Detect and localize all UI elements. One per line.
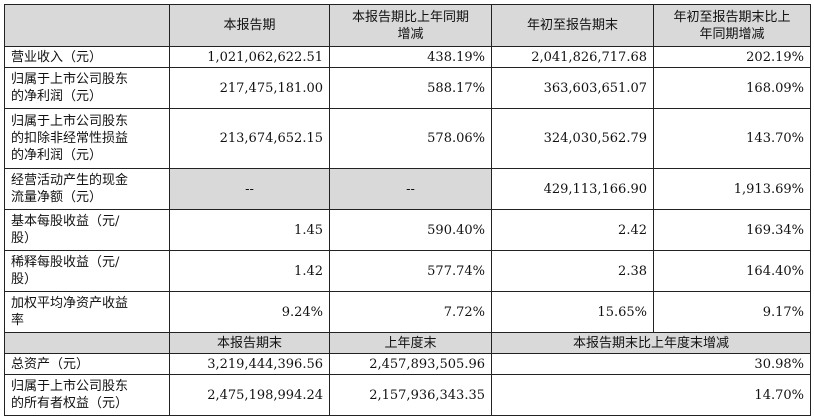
cell-change: 14.70%: [491, 374, 811, 416]
cell-ytd-yoy: 143.70%: [653, 108, 811, 169]
cell-current-period-yoy: 577.74%: [329, 250, 492, 292]
cell-current-period-yoy: --: [329, 168, 492, 210]
row-label-line: 归属于上市公司股东: [11, 379, 129, 394]
table-row: 营业收入（元） 1,021,062,622.51 438.19% 2,041,8…: [4, 46, 811, 68]
header-current-period-yoy: 本报告期比上年同期 增减: [329, 4, 492, 47]
table-row: 稀释每股收益（元/ 股） 1.42 577.74% 2.38 164.40%: [4, 250, 811, 292]
cell-ytd: 324,030,562.79: [491, 108, 654, 169]
row-label: 营业收入（元）: [4, 46, 170, 68]
subheader-row: 本报告期末 上年度末 本报告期末比上年度末增减: [4, 332, 811, 354]
cell-current-period: 217,475,181.00: [169, 67, 330, 109]
cell-current-period-yoy: 590.40%: [329, 209, 492, 251]
row-label-line: 的净利润（元）: [11, 148, 103, 163]
cell-ytd: 429,113,166.90: [491, 168, 654, 210]
row-label-line: 归属于上市公司股东: [11, 114, 129, 129]
row-label: 稀释每股收益（元/ 股）: [4, 250, 170, 292]
subheader-period-end: 本报告期末: [169, 332, 330, 354]
row-label-line: 股）: [11, 272, 38, 287]
cell-ytd-yoy: 9.17%: [653, 291, 811, 333]
cell-current-period-yoy: 588.17%: [329, 67, 492, 109]
cell-current-period: 9.24%: [169, 291, 330, 333]
cell-ytd: 2.42: [491, 209, 654, 251]
cell-current-period: 1.42: [169, 250, 330, 292]
cell-ytd-yoy: 1,913.69%: [653, 168, 811, 210]
financial-table-container: 本报告期 本报告期比上年同期 增减 年初至报告期末 年初至报告期末比上 年同期增…: [4, 4, 811, 416]
row-label: 加权平均净资产收益 率: [4, 291, 170, 333]
row-label-line: 股）: [11, 231, 38, 246]
cell-period-end: 2,475,198,994.24: [169, 374, 330, 416]
cell-ytd-yoy: 164.40%: [653, 250, 811, 292]
cell-current-period: 1.45: [169, 209, 330, 251]
header-ytd-yoy-line1: 年初至报告期末比上: [673, 9, 791, 25]
header-ytd-yoy-line2: 年同期增减: [699, 26, 765, 42]
table-row: 归属于上市公司股东 的净利润（元） 217,475,181.00 588.17%…: [4, 67, 811, 109]
row-label-line: 营业收入（元）: [11, 49, 103, 65]
header-ytd: 年初至报告期末: [491, 4, 654, 47]
header-current-period: 本报告期: [169, 4, 330, 47]
row-label-line: 的净利润（元）: [11, 89, 103, 104]
row-label: 归属于上市公司股东 的扣除非经常性损益 的净利润（元）: [4, 108, 170, 169]
cell-ytd: 15.65%: [491, 291, 654, 333]
row-label-line: 的扣除非经常性损益: [11, 131, 129, 146]
header-current-period-yoy-line2: 增减: [397, 26, 424, 42]
cell-period-end: 3,219,444,396.56: [169, 353, 330, 375]
cell-current-period: --: [169, 168, 330, 210]
cell-ytd: 2.38: [491, 250, 654, 292]
row-label-line: 率: [11, 313, 25, 328]
row-label-line: 总资产（元）: [11, 356, 90, 372]
table-row: 经营活动产生的现金 流量净额（元） -- -- 429,113,166.90 1…: [4, 168, 811, 210]
row-label-line: 流量净额（元）: [11, 190, 103, 205]
cell-current-period: 1,021,062,622.51: [169, 46, 330, 68]
header-ytd-yoy: 年初至报告期末比上 年同期增减: [653, 4, 811, 47]
table-row: 总资产（元） 3,219,444,396.56 2,457,893,505.96…: [4, 353, 811, 375]
cell-ytd-yoy: 168.09%: [653, 67, 811, 109]
subheader-label-cell: [4, 332, 170, 354]
header-label-cell: [4, 4, 170, 47]
row-label: 归属于上市公司股东 的净利润（元）: [4, 67, 170, 109]
table-row: 基本每股收益（元/ 股） 1.45 590.40% 2.42 169.34%: [4, 209, 811, 251]
row-label-line: 的所有者权益（元）: [11, 396, 129, 411]
subheader-prior-year-end: 上年度末: [329, 332, 492, 354]
row-label: 基本每股收益（元/ 股）: [4, 209, 170, 251]
table-row: 加权平均净资产收益 率 9.24% 7.72% 15.65% 9.17%: [4, 291, 811, 333]
row-label: 总资产（元）: [4, 353, 170, 375]
cell-ytd-yoy: 169.34%: [653, 209, 811, 251]
cell-change: 30.98%: [491, 353, 811, 375]
cell-ytd-yoy: 202.19%: [653, 46, 811, 68]
row-label-line: 归属于上市公司股东: [11, 72, 129, 87]
table-row: 归属于上市公司股东 的扣除非经常性损益 的净利润（元） 213,674,652.…: [4, 108, 811, 169]
row-label: 经营活动产生的现金 流量净额（元）: [4, 168, 170, 210]
subheader-change: 本报告期末比上年度末增减: [491, 332, 811, 354]
row-label-line: 经营活动产生的现金: [11, 173, 129, 188]
cell-current-period: 213,674,652.15: [169, 108, 330, 169]
cell-prior-year-end: 2,157,936,343.35: [329, 374, 492, 416]
row-label: 归属于上市公司股东 的所有者权益（元）: [4, 374, 170, 416]
financial-summary-table: 本报告期 本报告期比上年同期 增减 年初至报告期末 年初至报告期末比上 年同期增…: [4, 4, 811, 416]
cell-current-period-yoy: 438.19%: [329, 46, 492, 68]
cell-current-period-yoy: 578.06%: [329, 108, 492, 169]
cell-ytd: 2,041,826,717.68: [491, 46, 654, 68]
row-label-line: 基本每股收益（元/: [11, 214, 120, 229]
table-row: 归属于上市公司股东 的所有者权益（元） 2,475,198,994.24 2,1…: [4, 374, 811, 416]
cell-current-period-yoy: 7.72%: [329, 291, 492, 333]
header-row: 本报告期 本报告期比上年同期 增减 年初至报告期末 年初至报告期末比上 年同期增…: [4, 4, 811, 47]
cell-ytd: 363,603,651.07: [491, 67, 654, 109]
header-current-period-yoy-line1: 本报告期比上年同期: [351, 9, 469, 25]
row-label-line: 稀释每股收益（元/: [11, 255, 120, 270]
row-label-line: 加权平均净资产收益: [11, 296, 129, 311]
cell-prior-year-end: 2,457,893,505.96: [329, 353, 492, 375]
